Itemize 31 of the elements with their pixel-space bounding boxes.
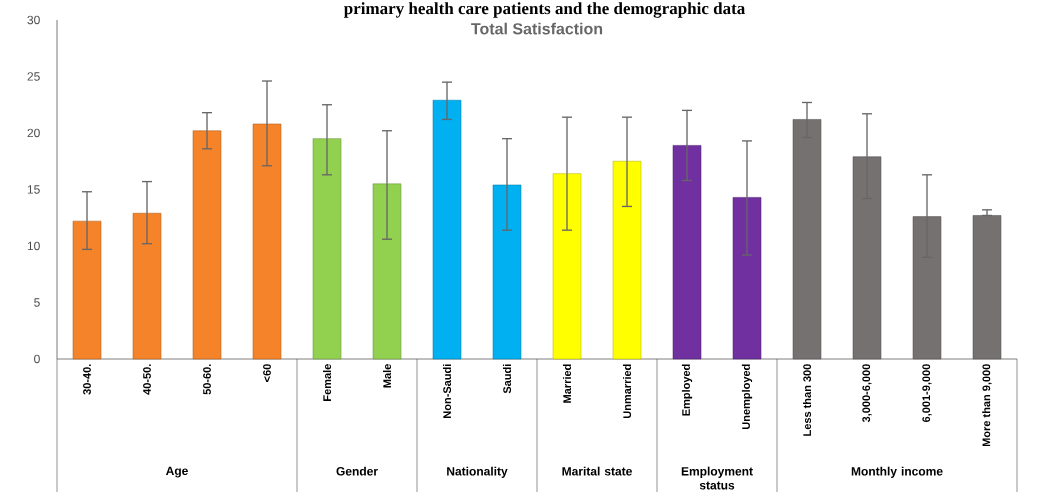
x-tick-label: More than 9,000 <box>982 364 992 447</box>
x-tick-label: <60 <box>263 364 271 382</box>
text: Age <box>165 466 188 478</box>
y-tick-label: 10 <box>27 241 40 251</box>
y-tick-label: 15 <box>27 185 40 194</box>
x-tick-label: 40-50. <box>143 364 151 395</box>
text: Marital state <box>562 466 632 476</box>
y-tick-label: 5 <box>34 298 40 307</box>
x-tick-label: Saudi <box>502 364 512 394</box>
x-tick-label: Male <box>382 364 392 388</box>
chart-title: Total Satisfaction <box>471 22 603 35</box>
x-tick-label: Employed <box>681 364 693 416</box>
text: Monthly income <box>851 466 943 478</box>
x-tick-label: 6,001-9,000 <box>922 364 932 423</box>
y-tick-label: 30 <box>27 15 40 25</box>
y-tick-label: 0 <box>34 354 40 364</box>
x-tick-label: Less than 300 <box>802 364 812 436</box>
x-tick-label: 30-40. <box>83 364 91 395</box>
text: primary health care patients and the demographic data <box>343 2 745 18</box>
x-tick-label: 3,000-6,000 <box>862 364 872 423</box>
y-tick-label: 25 <box>27 72 40 81</box>
x-tick-label: Non-Saudi <box>442 364 452 418</box>
text: Gender <box>336 466 378 476</box>
x-tick-label: Married <box>562 364 572 403</box>
x-tick-label: Unmarried <box>622 364 632 419</box>
x-tick-label: Unemployed <box>741 364 753 430</box>
text: Employment status <box>681 466 753 490</box>
x-tick-label: Female <box>322 364 332 401</box>
y-tick-label: 20 <box>27 128 40 138</box>
text: Nationality <box>447 466 508 478</box>
x-tick-label: 50-60. <box>203 364 211 395</box>
